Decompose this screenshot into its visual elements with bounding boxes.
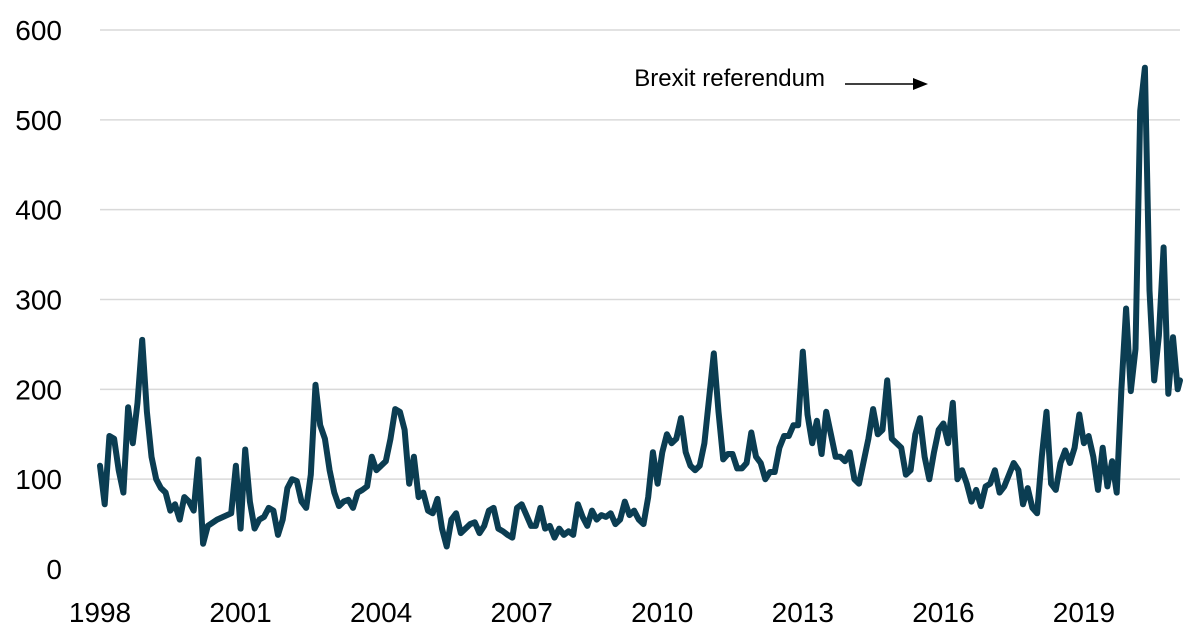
x-tick-label: 2013 — [772, 597, 834, 628]
y-tick-label: 400 — [15, 195, 62, 226]
x-tick-label: 2001 — [209, 597, 271, 628]
x-tick-label: 2019 — [1053, 597, 1115, 628]
y-tick-label: 200 — [15, 374, 62, 405]
x-tick-label: 1998 — [69, 597, 131, 628]
series-line — [97, 64, 1183, 550]
annotation-arrow-head — [913, 78, 928, 90]
x-tick-label: 2010 — [631, 597, 693, 628]
annotation: Brexit referendum — [634, 65, 928, 92]
annotation-label: Brexit referendum — [634, 65, 825, 92]
y-axis-tick-labels: 0 100 200 300 400 500 600 — [15, 15, 62, 585]
x-tick-label: 2016 — [912, 597, 974, 628]
x-tick-label: 2007 — [491, 597, 553, 628]
y-tick-label: 500 — [15, 105, 62, 136]
x-axis-tick-labels: 1998 2001 2004 2007 2010 2013 2016 2019 — [69, 597, 1115, 628]
gridlines — [100, 29, 1180, 480]
y-tick-label: 100 — [15, 464, 62, 495]
x-tick-label: 2004 — [350, 597, 412, 628]
y-tick-label: 300 — [15, 285, 62, 316]
y-tick-label: 0 — [46, 554, 62, 585]
series-layer — [97, 64, 1183, 550]
y-tick-label: 600 — [15, 15, 62, 46]
